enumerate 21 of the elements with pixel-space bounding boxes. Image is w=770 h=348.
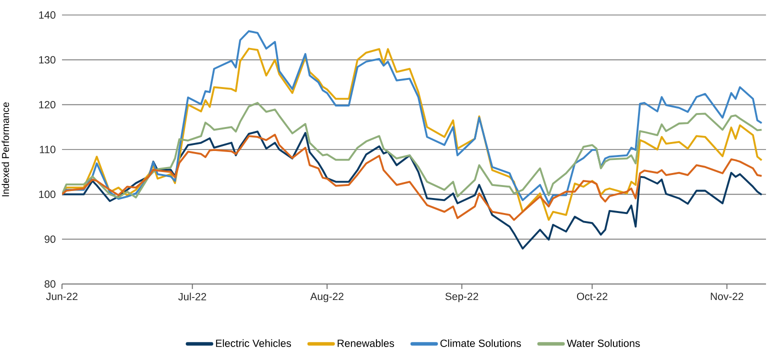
- y-tick-label: 80: [44, 280, 56, 288]
- y-tick-label: 110: [40, 146, 56, 154]
- x-tick-label: Jul-22: [178, 292, 206, 300]
- line-series: [62, 102, 763, 198]
- x-tick-label: Aug-22: [310, 292, 344, 302]
- x-tick-label: Sep-22: [445, 292, 478, 302]
- legend-label: Renewables: [338, 339, 394, 347]
- y-axis-title: Indexed Performance: [2, 102, 10, 196]
- x-tick-label: Nov-22: [710, 292, 744, 300]
- line-series: [62, 134, 763, 221]
- y-tick-label: 120: [39, 100, 56, 108]
- legend-label: Water Solutions: [566, 339, 640, 347]
- x-tick-label: Jun-22: [46, 292, 78, 300]
- y-tick-label: 140: [39, 11, 56, 19]
- y-tick-label: 100: [39, 190, 56, 198]
- y-tick-label: 90: [44, 235, 56, 243]
- x-tick-label: Oct-22: [576, 292, 608, 300]
- legend-label: Climate Solutions: [440, 339, 521, 347]
- line-series: [62, 30, 763, 204]
- y-tick-label: 130: [39, 56, 56, 64]
- legend-label: Electric Vehicles: [216, 339, 292, 347]
